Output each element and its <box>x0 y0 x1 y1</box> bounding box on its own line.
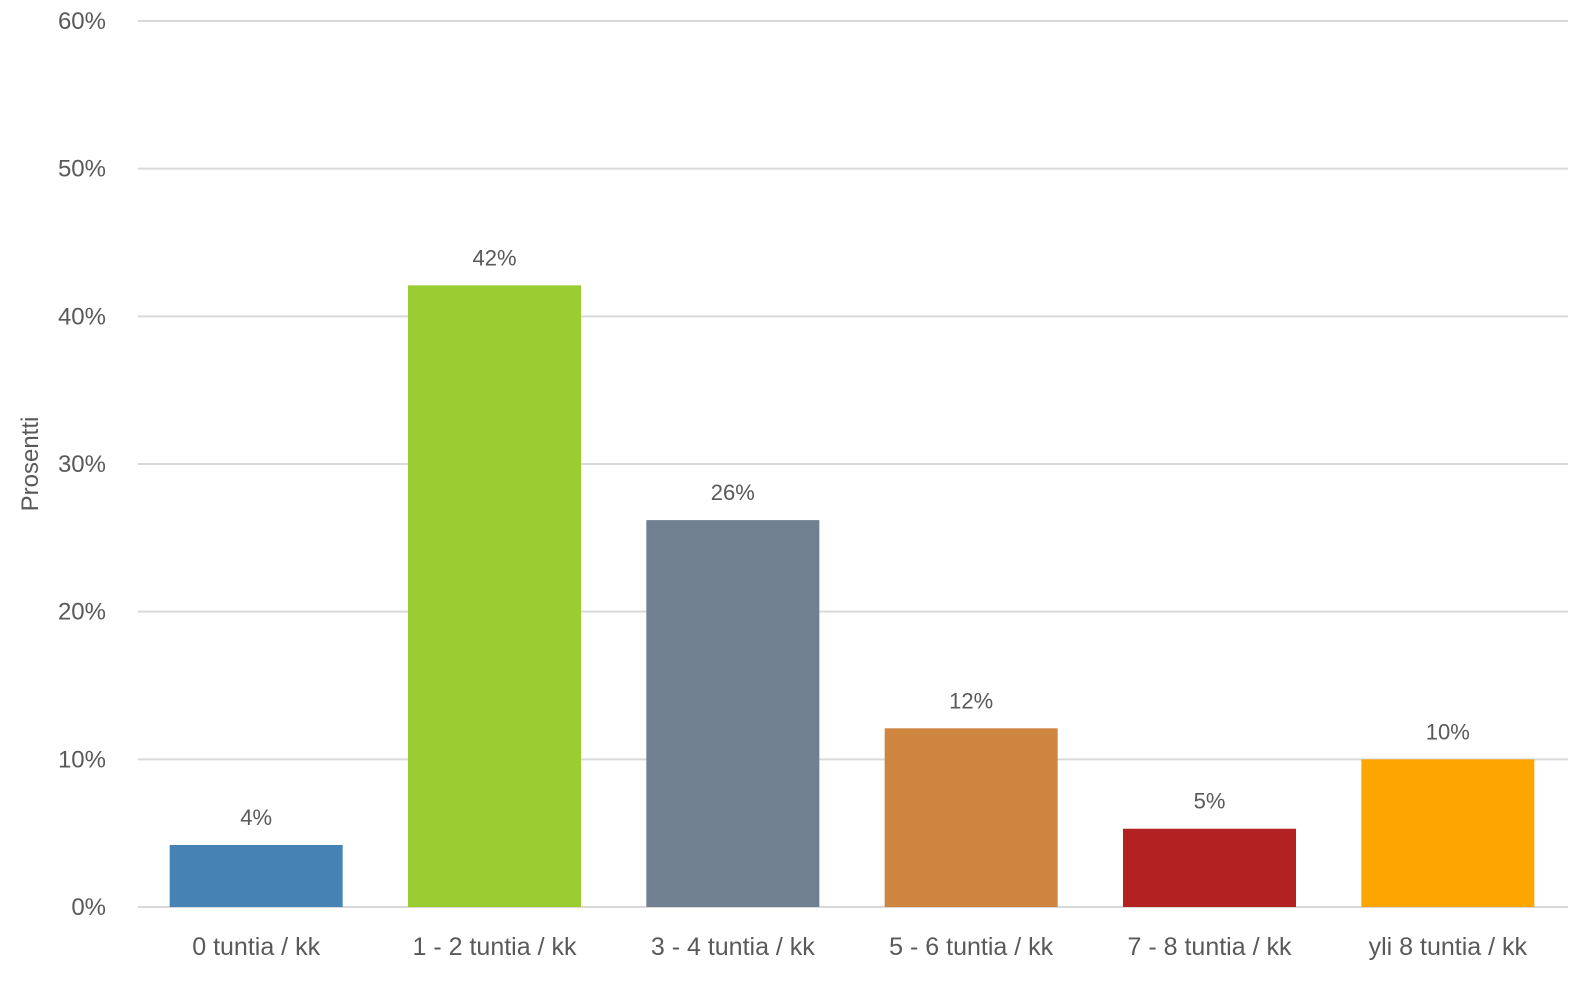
bar <box>884 728 1058 907</box>
x-tick-label: 1 - 2 tuntia / kk <box>413 933 577 961</box>
data-label: 12% <box>949 688 993 713</box>
bar <box>1123 828 1296 907</box>
data-label: 42% <box>472 245 516 270</box>
data-label: 26% <box>711 480 755 505</box>
x-axis-categories: 0 tuntia / kk 1 - 2 tuntia / kk 3 - 4 tunt… <box>192 933 1527 961</box>
data-label: 5% <box>1194 789 1226 814</box>
gridlines <box>138 20 1568 908</box>
data-label: 10% <box>1426 719 1470 744</box>
y-tick-label: 0% <box>71 894 106 921</box>
y-tick-label: 40% <box>58 303 106 330</box>
y-axis-ticks: 0% 10% 20% 30% 40% 50% 60% <box>58 8 106 921</box>
y-tick-label: 50% <box>58 156 106 183</box>
y-tick-label: 10% <box>58 746 106 773</box>
bar <box>169 844 343 907</box>
x-tick-label: 0 tuntia / kk <box>192 933 320 961</box>
data-label: 4% <box>240 805 272 830</box>
x-tick-label: 5 - 6 tuntia / kk <box>889 933 1053 961</box>
bar <box>408 285 581 907</box>
y-axis-title: Prosentti <box>17 417 44 512</box>
bar <box>1361 759 1535 907</box>
y-tick-label: 20% <box>58 599 106 626</box>
bars <box>169 285 1535 907</box>
x-tick-label: 7 - 8 tuntia / kk <box>1128 933 1292 961</box>
x-tick-label: 3 - 4 tuntia / kk <box>651 933 815 961</box>
x-tick-label: yli 8 tuntia / kk <box>1369 933 1528 961</box>
data-labels: 4% 42% 26% 12% 5% 10% <box>240 245 1470 830</box>
y-tick-label: 60% <box>58 8 106 35</box>
y-tick-label: 30% <box>58 451 106 478</box>
bar <box>646 520 820 907</box>
